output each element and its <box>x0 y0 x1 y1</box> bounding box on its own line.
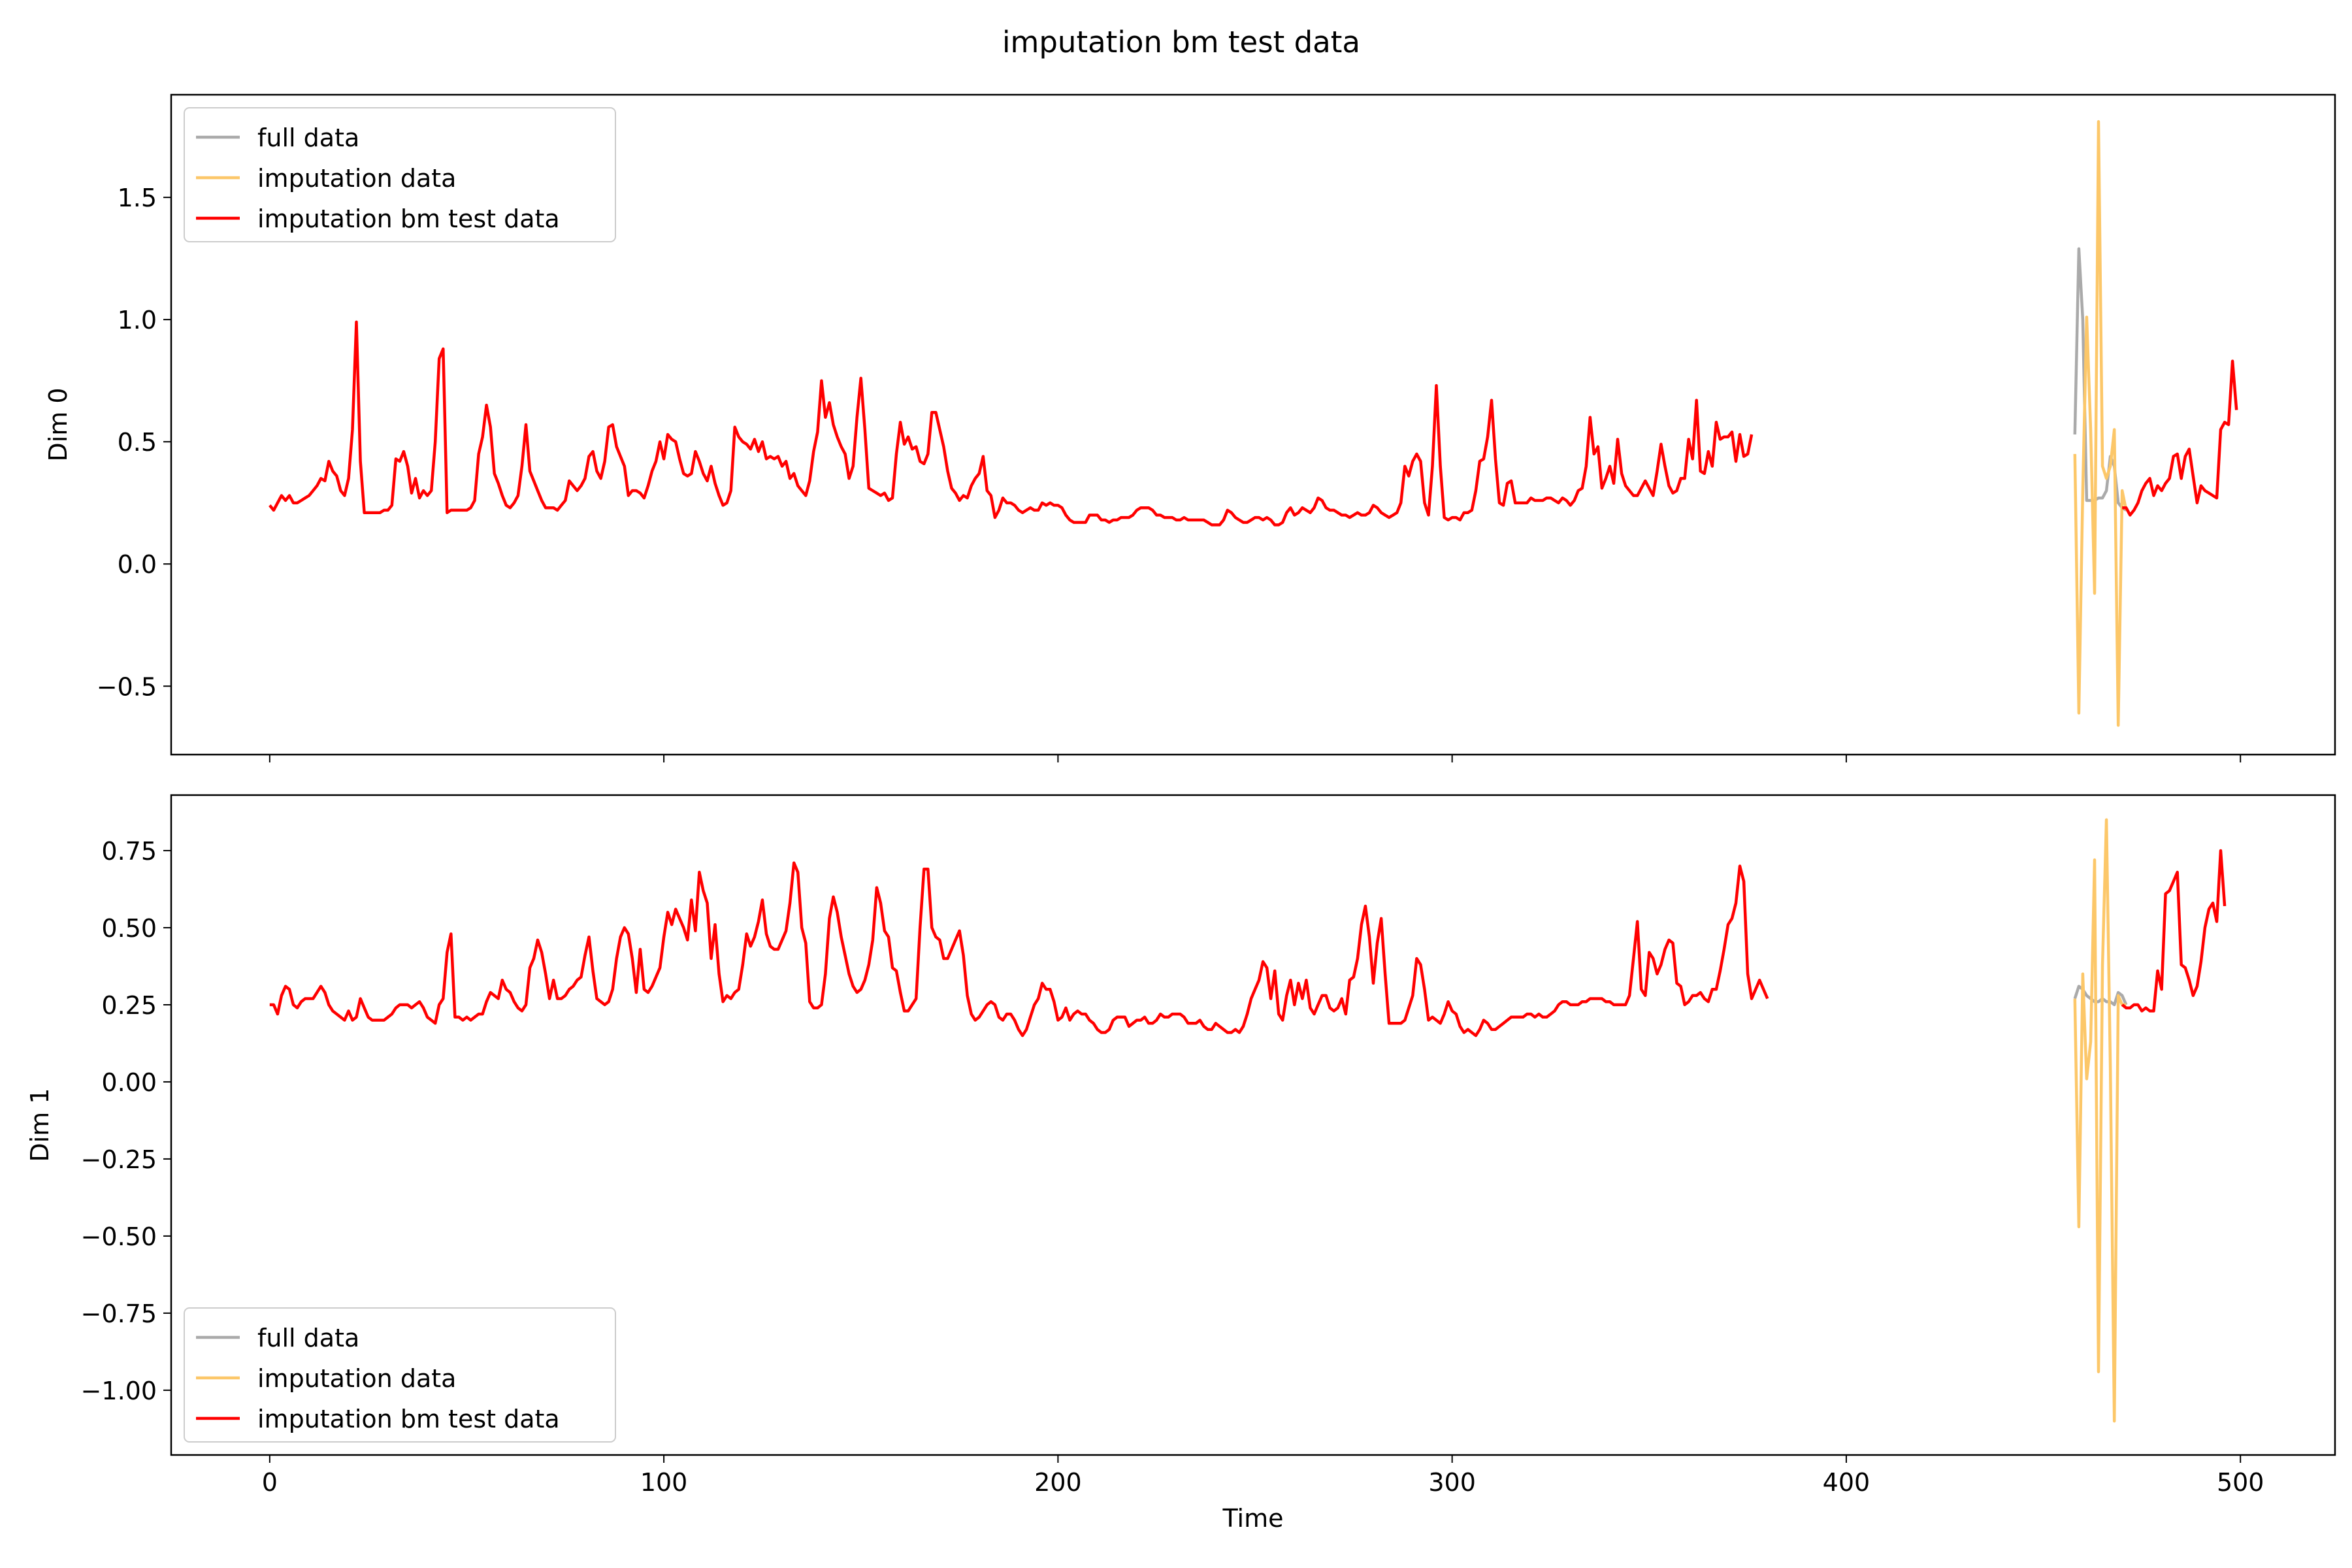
y-tick-label: −0.5 <box>97 672 157 701</box>
x-tick-label: 400 <box>1823 1468 1870 1497</box>
y-tick-label: 0.5 <box>118 428 157 457</box>
y-tick-label: 0.75 <box>101 837 157 866</box>
y-tick-label: −1.00 <box>81 1377 157 1405</box>
series-line-bm <box>269 320 1754 527</box>
y-tick-label: −0.25 <box>81 1145 157 1174</box>
x-tick-label: 300 <box>1428 1468 1476 1497</box>
x-tick-label: 500 <box>2217 1468 2264 1497</box>
y-tick-label: 1.0 <box>118 306 157 335</box>
series-line-bm <box>2122 359 2238 517</box>
x-tick-label: 200 <box>1034 1468 1082 1497</box>
legend-label: imputation data <box>257 164 456 193</box>
legend-label: full data <box>257 123 359 152</box>
x-axis-label: Time <box>1222 1504 1284 1533</box>
legend-label: imputation data <box>257 1364 456 1393</box>
y-axis-label: Dim 0 <box>44 387 73 461</box>
legend-box <box>184 107 616 242</box>
series-group <box>269 120 2238 727</box>
y-tick-label: −0.50 <box>81 1222 157 1251</box>
legend-label: imputation bm test data <box>257 1405 560 1433</box>
series-line-bm <box>2121 849 2227 1013</box>
y-tick-label: 0.25 <box>101 991 157 1020</box>
x-tick-label: 0 <box>262 1468 278 1497</box>
y-tick-label: 1.5 <box>118 184 157 212</box>
y-tick-label: 0.0 <box>118 550 157 579</box>
figure-suptitle: imputation bm test data <box>1002 25 1360 59</box>
series-line-imputation <box>2073 818 2127 1423</box>
axes-frame <box>170 794 2336 1456</box>
series-group <box>269 818 2227 1423</box>
legend-box <box>184 1307 616 1443</box>
y-tick-label: −0.75 <box>81 1299 157 1328</box>
legend: full data imputation data imputation bm te… <box>184 107 616 242</box>
legend: full data imputation data imputation bm te… <box>184 1307 616 1443</box>
series-line-full <box>2073 247 2127 512</box>
subplot-0: −0.5 0.0 0.5 1.0 1.5 Dim 0 full data imputation… <box>44 93 2336 762</box>
legend-label: full data <box>257 1324 359 1352</box>
subplots: −0.5 0.0 0.5 1.0 1.5 Dim 0 full data imputation… <box>25 93 2336 1533</box>
y-axis-label: Dim 1 <box>25 1088 54 1162</box>
axes-frame <box>170 93 2336 756</box>
legend-label: imputation bm test data <box>257 204 560 233</box>
y-tick-label: 0.50 <box>101 914 157 943</box>
y-tick-label: 0.00 <box>101 1068 157 1097</box>
series-line-imputation <box>2073 120 2128 727</box>
subplot-1: 0 100 200 300 400 500 −1.00 −0.75 −0.50 −0.25 0.00… <box>25 794 2336 1533</box>
series-line-bm <box>269 861 1769 1037</box>
x-tick-label: 100 <box>640 1468 688 1497</box>
